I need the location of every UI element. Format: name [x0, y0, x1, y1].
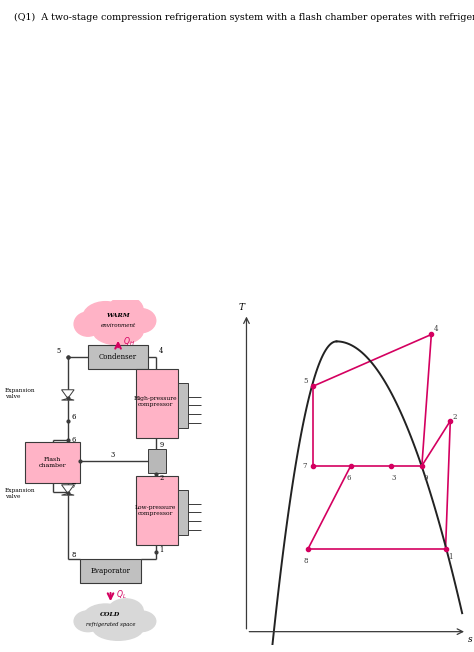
- Polygon shape: [62, 390, 74, 398]
- Text: 6: 6: [72, 436, 76, 443]
- Text: environment: environment: [100, 323, 136, 329]
- Text: Low-pressure
compressor: Low-pressure compressor: [135, 505, 176, 516]
- Text: 1: 1: [448, 554, 453, 561]
- Ellipse shape: [108, 599, 143, 623]
- Text: Evaporator: Evaporator: [91, 567, 130, 575]
- Text: 5: 5: [56, 348, 60, 355]
- Text: 3: 3: [391, 474, 396, 482]
- Bar: [178, 490, 188, 535]
- Ellipse shape: [126, 611, 156, 632]
- Text: refrigerated space: refrigerated space: [86, 622, 135, 627]
- Text: 3: 3: [111, 451, 115, 459]
- Bar: [25, 441, 81, 483]
- Text: 1: 1: [160, 546, 164, 554]
- Text: 2: 2: [160, 473, 164, 482]
- Text: 9: 9: [423, 474, 428, 482]
- Ellipse shape: [108, 297, 143, 324]
- Text: WARM: WARM: [106, 313, 130, 318]
- Text: 9: 9: [160, 441, 164, 449]
- Text: 4: 4: [434, 325, 438, 333]
- Text: Expansion
valve: Expansion valve: [5, 488, 36, 499]
- Ellipse shape: [93, 317, 143, 345]
- Text: $Q_L$: $Q_L$: [116, 588, 126, 600]
- Text: 5: 5: [303, 377, 308, 385]
- Bar: [136, 369, 178, 438]
- Ellipse shape: [74, 312, 102, 336]
- Text: s: s: [468, 635, 473, 644]
- Bar: [81, 559, 141, 584]
- Text: (Q1)  A two-stage compression refrigeration system with a flash chamber operates: (Q1) A two-stage compression refrigerati…: [14, 13, 474, 22]
- Text: Expansion
valve: Expansion valve: [5, 388, 36, 398]
- Text: 8: 8: [303, 557, 308, 565]
- Ellipse shape: [83, 302, 128, 333]
- Text: 7: 7: [302, 462, 307, 470]
- Polygon shape: [62, 485, 74, 494]
- Text: 6: 6: [346, 474, 351, 482]
- Ellipse shape: [126, 308, 156, 333]
- Text: 4: 4: [158, 348, 163, 355]
- Ellipse shape: [74, 611, 102, 632]
- Ellipse shape: [83, 604, 128, 632]
- Text: 2: 2: [453, 413, 457, 421]
- Bar: [88, 345, 148, 369]
- Bar: [136, 476, 178, 545]
- Polygon shape: [62, 398, 74, 400]
- Text: $Q_H$: $Q_H$: [123, 336, 135, 348]
- Bar: [178, 383, 188, 428]
- Text: High-pressure
compressor: High-pressure compressor: [134, 396, 178, 408]
- Bar: [148, 449, 166, 473]
- Text: 8: 8: [72, 552, 76, 559]
- Text: T: T: [238, 303, 244, 312]
- Ellipse shape: [93, 616, 143, 640]
- Text: Condenser: Condenser: [99, 353, 137, 361]
- Text: 7: 7: [72, 482, 76, 490]
- Polygon shape: [62, 494, 74, 495]
- Text: Flash
chamber: Flash chamber: [39, 457, 66, 467]
- Text: COLD: COLD: [100, 612, 121, 617]
- Text: 6: 6: [72, 413, 76, 421]
